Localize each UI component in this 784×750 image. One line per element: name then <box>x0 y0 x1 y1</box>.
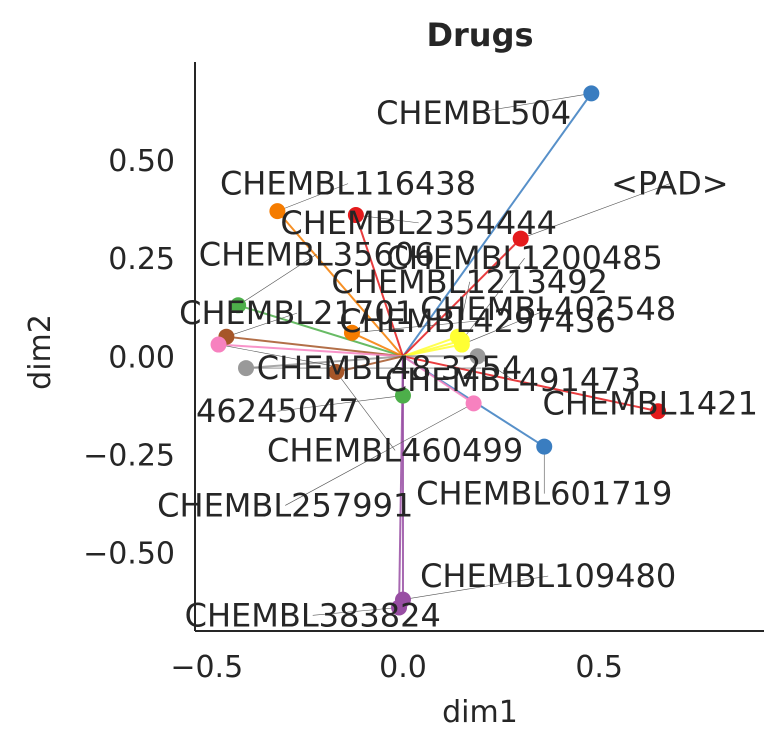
point-label: CHEMBL1200485 <box>386 239 663 277</box>
data-points <box>210 85 667 616</box>
leader-line <box>461 258 525 341</box>
data-point <box>536 438 553 455</box>
axes <box>194 62 764 632</box>
leader-line <box>457 281 470 337</box>
data-point <box>238 360 255 377</box>
point-label: CHEMBL1421 <box>542 384 757 422</box>
y-tick-label: 0.50 <box>108 144 175 179</box>
y-axis-label: dim2 <box>23 314 58 390</box>
leader-lines <box>218 93 670 616</box>
point-label: 46245047 <box>196 392 359 430</box>
x-axis-label: dim1 <box>442 695 518 730</box>
leader-line <box>218 344 345 369</box>
point-label: <PAD> <box>611 165 728 203</box>
x-tick-label: 0.5 <box>575 650 623 685</box>
data-point <box>453 336 470 353</box>
data-point <box>347 207 364 224</box>
leader-line <box>285 403 474 506</box>
connector-line <box>402 355 659 413</box>
chart-title: Drugs <box>426 16 533 54</box>
point-label: CHEMBL383824 <box>185 596 441 634</box>
connector-line <box>402 343 463 358</box>
connector-line <box>402 355 475 405</box>
data-point <box>210 336 227 353</box>
point-label: CHEMBL460499 <box>267 431 523 469</box>
connector-line <box>226 335 404 358</box>
data-point <box>230 297 247 314</box>
point-labels: CHEMBL504<PAD>CHEMBL116438CHEMBL2354444C… <box>157 94 758 634</box>
data-point <box>512 230 529 247</box>
point-label: CHEMBL48 <box>257 349 432 387</box>
data-point <box>583 85 600 102</box>
x-tick-label: 0.0 <box>379 650 427 685</box>
connector-line <box>402 92 593 357</box>
data-point <box>650 403 667 420</box>
data-point <box>269 203 286 220</box>
leader-line <box>520 183 670 239</box>
data-point <box>465 395 482 412</box>
connector-line <box>402 237 522 358</box>
point-label: CHEMBL2354444 <box>280 204 557 242</box>
point-label: CHEMBL4297436 <box>339 302 616 340</box>
leader-line <box>355 214 419 224</box>
y-tick-label: −0.50 <box>83 537 175 572</box>
leader-line <box>473 93 592 114</box>
data-point <box>391 599 408 616</box>
connector-line <box>354 214 404 357</box>
data-point <box>469 348 486 365</box>
connector-line <box>336 355 404 373</box>
leader-line <box>461 308 549 345</box>
point-label: CHEMBL116438 <box>220 165 476 203</box>
y-tick-label: 0.25 <box>108 242 175 277</box>
leader-line <box>277 395 404 412</box>
leader-line <box>238 254 317 306</box>
connector-line <box>237 304 404 358</box>
connector-line <box>218 343 404 358</box>
leader-line <box>402 575 549 600</box>
leader-line <box>226 312 298 337</box>
point-label: CHEMBL109480 <box>420 557 676 595</box>
leader-line <box>312 607 400 616</box>
point-label: CHEMBL402548 <box>420 290 676 328</box>
leader-line <box>277 183 349 212</box>
x-tick-label: −0.5 <box>170 650 243 685</box>
point-label: CHEMBL1213492 <box>331 263 608 301</box>
connector-line <box>245 355 404 370</box>
tick-labels: −0.5 0.0 0.5 0.50 0.25 0.00 −0.25 −0.50 <box>83 144 623 685</box>
data-point <box>394 387 411 404</box>
point-label: CHEMBL21701 <box>179 294 415 332</box>
leader-line <box>351 320 478 334</box>
data-point <box>343 324 360 341</box>
point-label: CHEMBL35606 <box>199 235 435 273</box>
leader-line <box>336 371 396 451</box>
y-tick-label: −0.25 <box>83 438 175 473</box>
data-point <box>328 364 345 381</box>
point-label: CHEMBL257991 <box>157 486 413 524</box>
point-label: 3254 <box>441 349 522 387</box>
point-label: CHEMBL491473 <box>385 361 641 399</box>
y-tick-label: 0.00 <box>108 340 175 375</box>
connector-line <box>402 335 459 358</box>
point-label: CHEMBL601719 <box>416 475 672 513</box>
point-label: CHEMBL504 <box>376 94 571 132</box>
connector-line <box>276 210 404 357</box>
connector-line <box>351 331 404 358</box>
